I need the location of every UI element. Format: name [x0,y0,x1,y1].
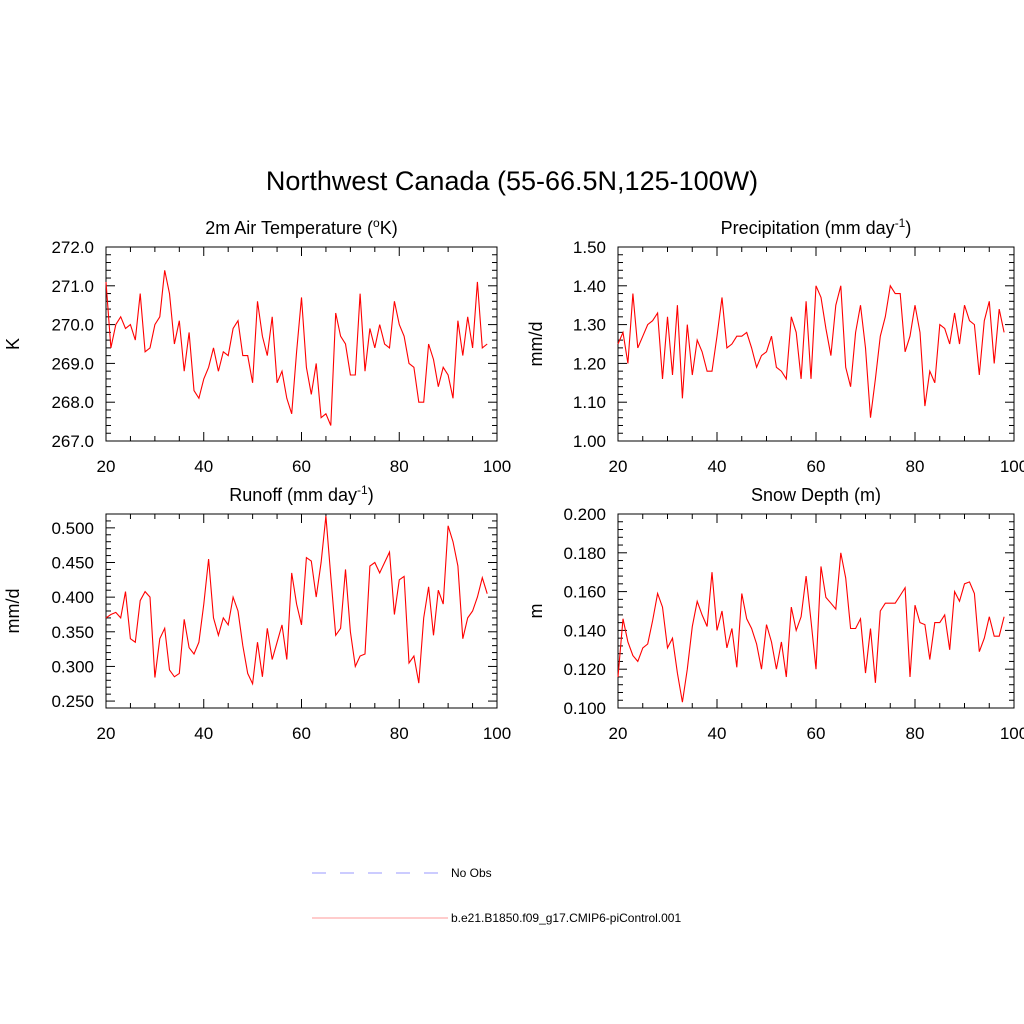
x-tick-label: 80 [906,724,925,743]
x-tick-label: 60 [292,457,311,476]
y-tick-label: 1.40 [573,277,606,296]
x-tick-label: 40 [708,457,727,476]
x-tick-label: 60 [292,724,311,743]
y-tick-label: 1.00 [573,432,606,451]
series-line-snow-depth [617,552,1005,703]
y-axis-label: mm/d [526,322,546,367]
plot-frame [105,246,498,442]
panel-runoff: 20 40 60 80 100 0.250 0.300 0.350 0.400 0.450 0.50… [3,483,511,743]
y-tick-label: 0.400 [51,588,94,607]
y-tick-label: 0.140 [563,621,606,640]
x-tick-label: 40 [708,724,727,743]
y-tick-label: 0.100 [563,699,606,718]
y-axis-label: mm/d [3,589,23,634]
y-tick-label: 0.250 [51,692,94,711]
x-tick-label: 20 [97,457,116,476]
y-axis-label: K [3,338,23,350]
y-tick-label: 0.160 [563,583,606,602]
panel-title: Runoff (mm day-1) [229,483,373,505]
x-tick-label: 40 [194,724,213,743]
y-tick-label: 0.300 [51,657,94,676]
series-line-temperature [105,270,488,426]
y-tick-label: 268.0 [51,393,94,412]
y-tick-label: 1.50 [573,238,606,257]
legend-label-no-obs: No Obs [451,866,492,880]
panel-title: Snow Depth (m) [751,485,881,505]
y-tick-label: 269.0 [51,354,94,373]
plot-frame [617,246,1015,442]
panel-snow-depth: 20 40 60 80 100 0.100 0.120 0.140 0.160 0.180 0.20… [526,485,1024,743]
x-tick-label: 80 [390,724,409,743]
x-tick-label: 60 [807,724,826,743]
series-line-runoff [105,516,488,686]
x-tick-label: 20 [609,457,628,476]
y-tick-label: 272.0 [51,238,94,257]
panel-title: 2m Air Temperature (oK) [205,216,397,238]
x-tick-label: 100 [483,457,511,476]
plot-frame [617,513,1015,709]
y-tick-label: 0.450 [51,554,94,573]
y-tick-label: 0.500 [51,519,94,538]
y-tick-label: 270.0 [51,316,94,335]
series-line-precipitation [617,284,1005,418]
y-tick-label: 267.0 [51,432,94,451]
y-tick-label: 0.350 [51,623,94,642]
x-tick-label: 20 [609,724,628,743]
x-tick-label: 60 [807,457,826,476]
y-tick-label: 0.200 [563,505,606,524]
y-axis-label: m [526,604,546,619]
x-tick-label: 20 [97,724,116,743]
x-tick-label: 80 [906,457,925,476]
y-tick-label: 1.30 [573,316,606,335]
plot-frame [105,513,498,709]
legend: No Obs b.e21.B1850.f09_g17.CMIP6-piContr… [312,866,681,925]
x-tick-label: 100 [483,724,511,743]
y-tick-label: 271.0 [51,277,94,296]
x-tick-label: 100 [1000,724,1024,743]
panel-title: Precipitation (mm day-1) [721,216,912,238]
y-tick-label: 0.120 [563,660,606,679]
page-title: Northwest Canada (55-66.5N,125-100W) [265,166,759,196]
x-tick-label: 80 [390,457,409,476]
legend-label-model: b.e21.B1850.f09_g17.CMIP6-piControl.001 [451,911,681,925]
panel-temperature: 20 40 60 80 100 267.0 268.0 269.0 270.0 271.0 272.… [3,216,511,476]
x-tick-label: 100 [1000,457,1024,476]
y-tick-label: 1.10 [573,393,606,412]
y-tick-label: 0.180 [563,544,606,563]
panel-precipitation: 20 40 60 80 100 1.00 1.10 1.20 1.30 1.40 1.50 mm/d P… [526,216,1024,476]
y-tick-label: 1.20 [573,354,606,373]
x-tick-label: 40 [194,457,213,476]
